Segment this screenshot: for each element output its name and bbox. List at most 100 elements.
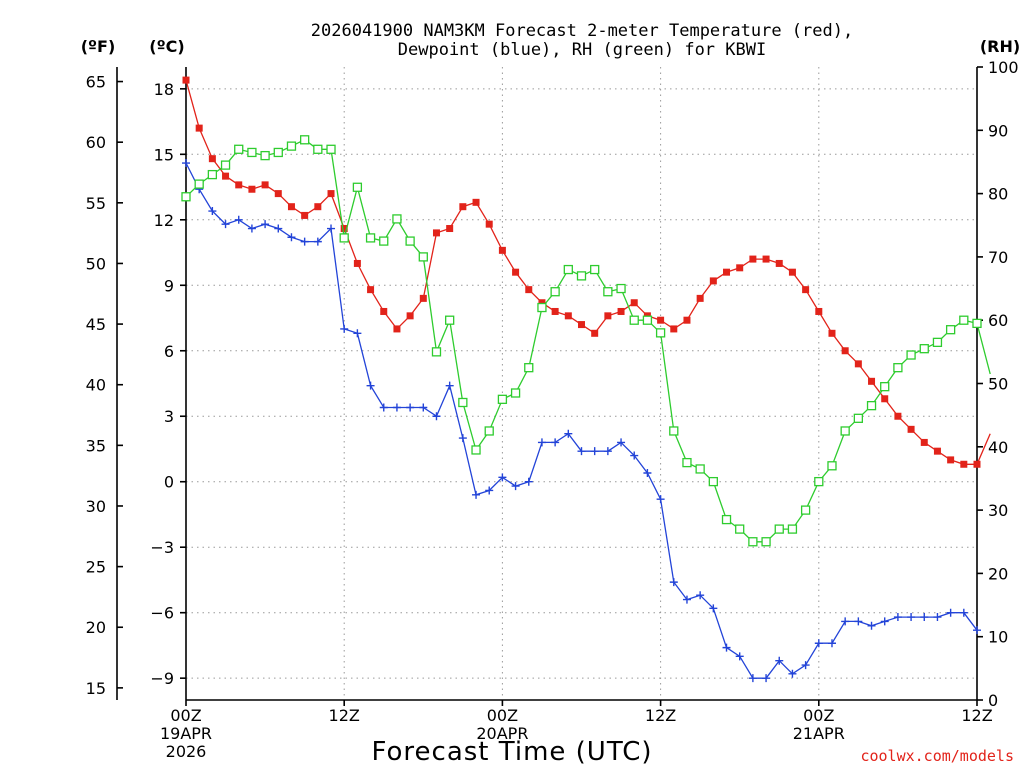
temperature-point [485, 220, 493, 228]
rh-point [379, 236, 389, 246]
temperature-point [538, 299, 546, 307]
rh-tick-label: 80 [988, 185, 1008, 204]
fahrenheit-tick-label: 40 [86, 376, 106, 395]
x-tick-label: 00Z [170, 706, 201, 725]
rh-point [392, 214, 402, 224]
rh-point [273, 147, 283, 158]
dewpoint-point [379, 403, 388, 412]
rh-tick-label: 90 [988, 121, 1008, 140]
temperature-point [802, 286, 810, 294]
rh-point [590, 264, 600, 275]
rh-point [787, 524, 798, 534]
temperature-point [762, 255, 770, 263]
rh-point [510, 388, 521, 398]
dewpoint-point [445, 381, 454, 390]
rh-point [919, 344, 929, 354]
dewpoint-point [511, 482, 520, 491]
temperature-point [907, 425, 915, 433]
temperature-point [920, 438, 928, 446]
x-tick-label: 12Z [645, 706, 676, 725]
dewpoint-point [590, 447, 599, 456]
rh-tick-label: 50 [988, 375, 1008, 394]
rh-point [339, 233, 349, 243]
rh-point [695, 464, 705, 474]
temperature-point [775, 259, 783, 267]
rh-point [405, 236, 415, 246]
dewpoint-point [485, 486, 494, 495]
rh-point [576, 271, 587, 281]
dewpoint-point [973, 626, 981, 635]
temperature-point [472, 198, 480, 206]
celsius-tick-label: 18 [154, 80, 174, 99]
fahrenheit-tick-label: 65 [86, 73, 106, 92]
rh-tick-label: 10 [988, 628, 1008, 647]
temperature-point [604, 312, 612, 320]
dewpoint-point [208, 207, 217, 216]
temperature-point [709, 277, 717, 285]
temperature-point [327, 190, 335, 198]
dewpoint-point [366, 381, 375, 390]
rh-point [800, 505, 811, 515]
temperature-point [446, 225, 454, 233]
celsius-tick-label: −3 [150, 538, 174, 557]
celsius-tick-label: 12 [154, 211, 174, 230]
temperature-point [591, 329, 599, 337]
rh-point [721, 514, 732, 525]
dewpoint-point [353, 329, 362, 338]
rh-unit-label: (RH) [980, 37, 1020, 56]
temperature-point [432, 229, 440, 237]
dewpoint-point [709, 604, 718, 613]
temperature-point [973, 460, 981, 468]
temperature-point [380, 307, 388, 315]
temperature-point [195, 124, 203, 132]
rh-point [682, 457, 692, 468]
dewpoint-point [458, 434, 467, 443]
rh-point [840, 426, 850, 436]
temperature-point [367, 286, 375, 294]
temperature-point [657, 316, 665, 324]
tick-labels: 1815129630−3−6−9656055504540353025201510… [86, 58, 1019, 761]
rh-point [458, 397, 468, 408]
dewpoint-point [643, 468, 652, 477]
dewpoint-point [775, 656, 784, 665]
dewpoint-point [392, 403, 401, 412]
temperature-point [630, 299, 638, 307]
dewpoint-point [880, 617, 889, 626]
rh-point [735, 524, 745, 534]
dewpoint-point [841, 617, 850, 626]
rh-point [299, 135, 310, 145]
temperature-point [393, 325, 401, 333]
x-tick-label: 2026 [166, 742, 207, 761]
rh-point [655, 328, 666, 338]
dewpoint-point [959, 608, 968, 617]
rh-point [181, 192, 191, 202]
temperature-point [828, 329, 836, 337]
x-tick-label: 21APR [793, 724, 845, 743]
temperature-point [670, 325, 678, 333]
temperature-point [340, 225, 348, 233]
rh-point [642, 315, 653, 325]
rh-point [774, 524, 784, 534]
fahrenheit-tick-label: 50 [86, 254, 106, 273]
temperature-point [512, 268, 520, 276]
temperature-point [525, 286, 533, 294]
dewpoint-point [735, 652, 744, 661]
x-tick-label: 20APR [476, 724, 528, 743]
rh-point [260, 150, 270, 161]
rh-tick-label: 60 [988, 311, 1008, 330]
rh-point [365, 233, 376, 243]
dewpoint-point [722, 643, 731, 652]
temperature-point [208, 155, 216, 163]
dewpoint-point [801, 661, 810, 670]
dewpoint-point [603, 447, 612, 456]
dewpoint-point [524, 477, 533, 486]
rh-point [853, 413, 863, 423]
dewpoint-point [827, 639, 836, 648]
temperature-point [353, 259, 361, 267]
fahrenheit-tick-label: 60 [86, 133, 106, 152]
dewpoint-point [577, 447, 586, 456]
celsius-tick-label: 15 [154, 145, 174, 164]
dewpoint-point [814, 639, 823, 648]
dewpoint-point [854, 617, 863, 626]
